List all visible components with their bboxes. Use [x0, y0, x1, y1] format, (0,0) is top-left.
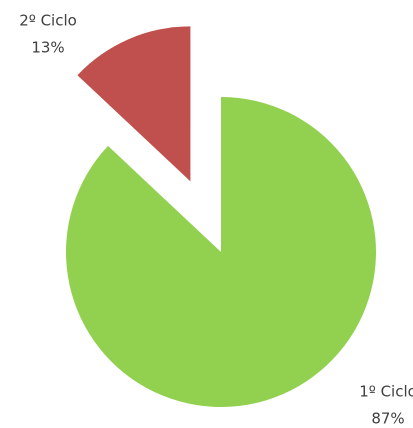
- slice-label: 1º Ciclo: [359, 383, 413, 401]
- slice-value-label: 87%: [371, 410, 404, 428]
- pie-slice: [65, 97, 376, 407]
- slice-value-label: 13%: [31, 39, 64, 57]
- pie-slice: [77, 26, 191, 182]
- slice-label: 2º Ciclo: [19, 12, 77, 30]
